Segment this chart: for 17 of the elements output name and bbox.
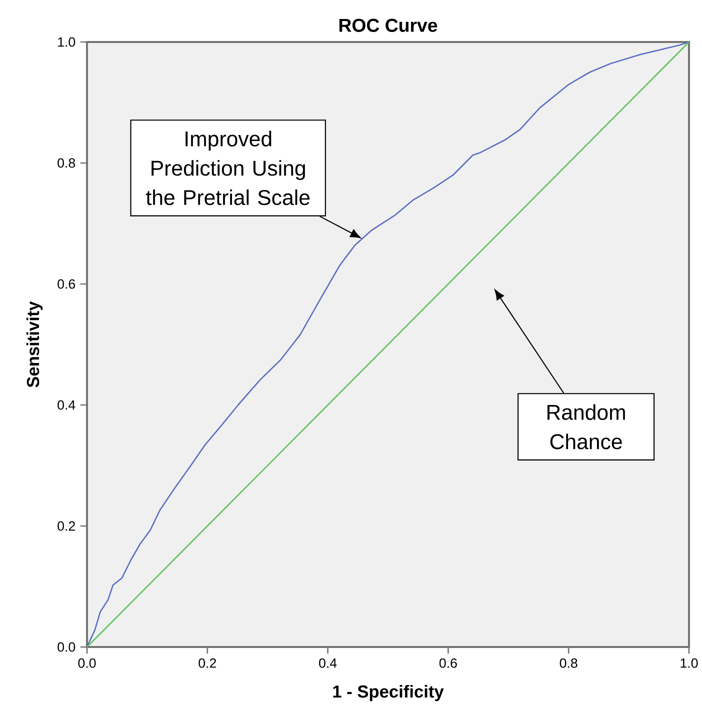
x-tick-label: 0.6 bbox=[439, 658, 457, 668]
annotation: Random Chance bbox=[547, 404, 625, 450]
x-tick-label: 0.8 bbox=[560, 658, 578, 668]
y-tick-label: 0.4 bbox=[58, 400, 76, 410]
y-tick-label: 0.0 bbox=[58, 642, 76, 652]
y-tick-label: 0.8 bbox=[58, 158, 76, 168]
y-tick-label: 0.2 bbox=[58, 521, 75, 531]
x-axis-title: 1 - Specificity bbox=[333, 684, 444, 702]
y-tick-label: 0.6 bbox=[58, 279, 76, 289]
x-tick-label: 0.0 bbox=[78, 658, 96, 668]
annotation: Improved Prediction Using the Pretrial Scale bbox=[146, 130, 310, 206]
y-axis-title: Sensitivity bbox=[26, 301, 43, 388]
chart-title: ROC Curve bbox=[339, 18, 438, 32]
x-tick-label: 0.4 bbox=[319, 658, 337, 668]
x-tick-label: 1.0 bbox=[680, 658, 698, 668]
x-tick-label: 0.2 bbox=[198, 658, 216, 668]
y-tick-label: 1.0 bbox=[58, 37, 76, 47]
